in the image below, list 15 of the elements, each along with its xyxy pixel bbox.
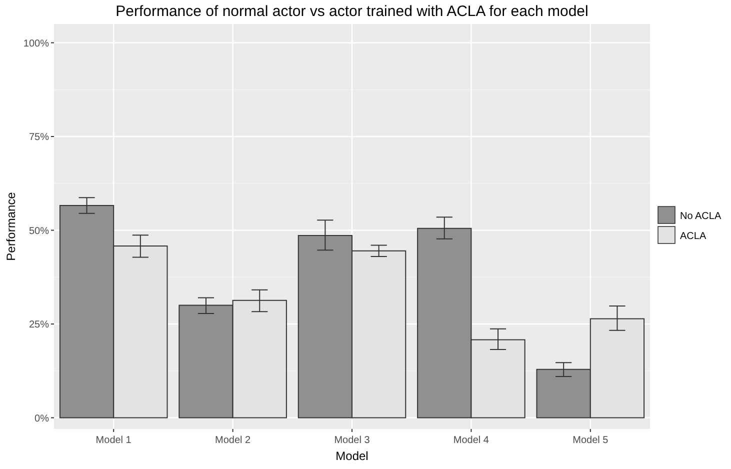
x-tick-label: Model 2 [215,435,252,446]
y-tick-label: 0% [34,413,50,424]
x-tick-label: Model 5 [572,435,609,446]
y-axis-title: Performance [4,192,18,261]
chart-title: Performance of normal actor vs actor trained with ACLA for each model [116,3,588,20]
x-tick-label: Model 1 [96,435,132,446]
x-tick-label: Model 4 [453,435,490,446]
y-tick-label: 50% [28,226,50,237]
y-tick-label: 25% [28,320,50,330]
legend-label: No ACLA [680,211,722,222]
y-tick-label: 100% [23,38,50,50]
legend-label: ACLA [680,231,706,242]
y-tick-label: 75% [28,132,50,143]
x-axis-title: Model [336,449,368,463]
x-tick-label: Model 3 [334,435,370,446]
